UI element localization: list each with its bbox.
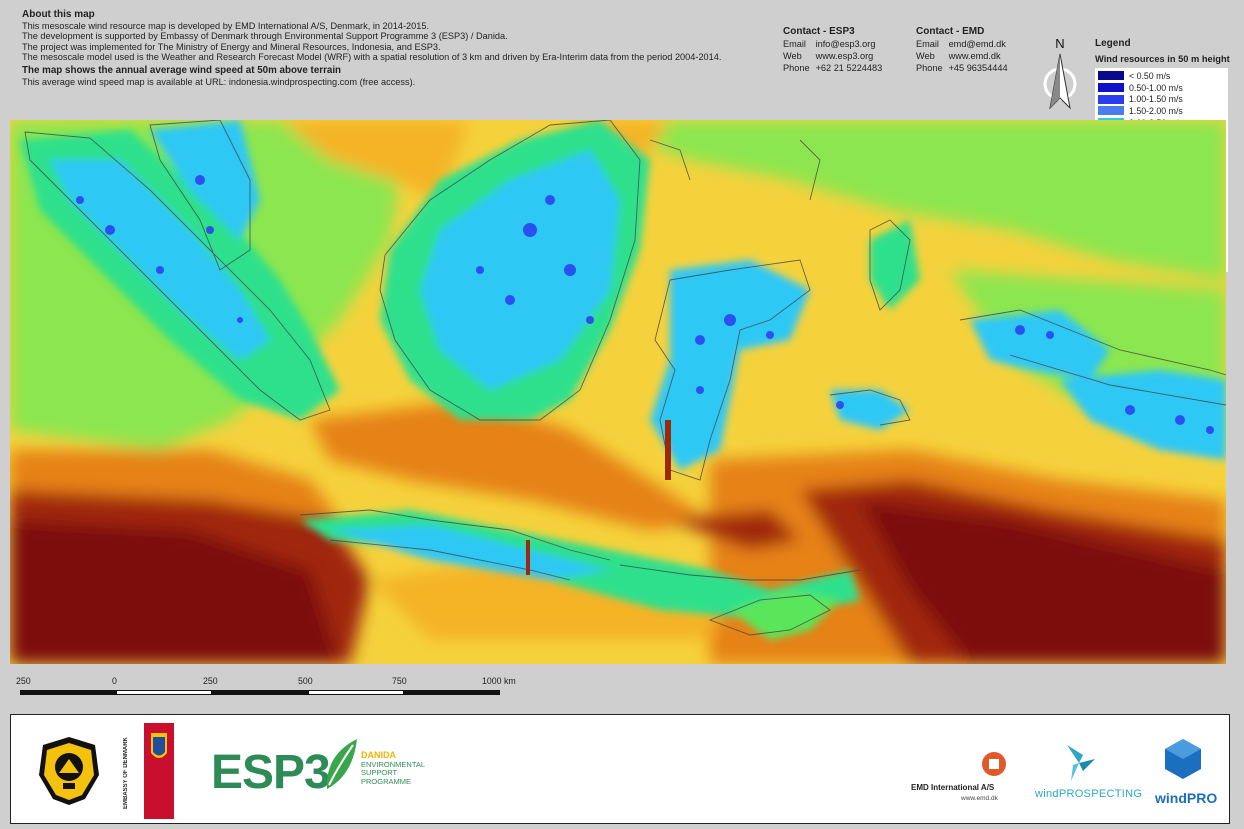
map-statement: The map shows the annual average wind sp…: [22, 64, 342, 76]
about-line: The development is supported by Embassy …: [22, 31, 508, 42]
about-line: The mesoscale model used is the Weather …: [22, 52, 722, 63]
url-line: This average wind speed map is available…: [22, 76, 416, 87]
scale-label: 250: [203, 676, 218, 686]
emd-phone: +45 96354444: [948, 63, 1008, 73]
embassy-of-denmark-logo: [144, 723, 174, 819]
emd-logo-url: www.emd.dk: [961, 795, 998, 802]
legend-title: Legend: [1095, 38, 1131, 49]
emd-logo-text: EMD International A/S: [911, 783, 995, 792]
windprospecting-logo-icon: [1067, 745, 1095, 781]
map-sheet: About this map This mesoscale wind resou…: [10, 9, 1232, 706]
esp3-phone: +62 21 5224483: [815, 63, 883, 73]
email-key: Email: [783, 39, 806, 49]
north-arrow-icon: N: [1043, 36, 1077, 110]
danida-sub: PROGRAMME: [361, 776, 412, 786]
legend-label: 1.50-2.00 m/s: [1129, 105, 1183, 116]
esp3-web: www.esp3.org: [815, 51, 874, 61]
scale-segment: [308, 690, 404, 695]
about-heading: About this map: [22, 9, 95, 20]
legend-label: < 0.50 m/s: [1129, 70, 1171, 81]
north-label: N: [1055, 36, 1064, 51]
legend-swatch: [1098, 71, 1124, 81]
phone-key: Phone: [916, 63, 943, 73]
web-key: Web: [916, 51, 935, 61]
scale-bar: 250 0 250 500 750 1000 km: [12, 676, 1232, 706]
scale-label: 750: [392, 676, 407, 686]
emd-web: www.emd.dk: [948, 51, 1001, 61]
esp3-email: info@esp3.org: [815, 39, 876, 49]
scale-segment: [404, 690, 500, 695]
legend-swatch: [1098, 106, 1124, 116]
scale-segment: [116, 690, 212, 695]
legend-item: < 0.50 m/s: [1098, 70, 1224, 82]
scale-label: 500: [298, 676, 313, 686]
contact-esp3: Contact - ESP3 Email info@esp3.org Web w…: [783, 26, 882, 74]
contact-emd-heading: Contact - EMD: [916, 26, 985, 37]
legend-swatch: [1098, 94, 1124, 104]
scale-segment: [20, 690, 116, 695]
windprospecting-logo-text: windPROSPECTING: [1035, 788, 1143, 800]
legend-swatch: [1098, 83, 1124, 93]
about-line: The project was implemented for The Mini…: [22, 41, 441, 52]
legend-label: 0.50-1.00 m/s: [1129, 82, 1183, 93]
contact-emd: Contact - EMD Email emd@emd.dk Web www.e…: [916, 26, 1008, 74]
legend-item: 0.50-1.00 m/s: [1098, 82, 1224, 94]
danida-label: DANIDA: [361, 750, 396, 760]
legend-item: 1.00-1.50 m/s: [1098, 93, 1224, 105]
windpro-logo-text: windPRO: [1155, 790, 1218, 806]
phone-key: Phone: [783, 63, 810, 73]
scale-label: 0: [112, 676, 117, 686]
scale-label: 1000 km: [482, 676, 516, 686]
embassy-text: EMBASSY OF DENMARK: [123, 737, 129, 809]
web-key: Web: [783, 51, 802, 61]
ministry-logo: [39, 737, 99, 805]
about-block: About this map This mesoscale wind resou…: [22, 9, 782, 87]
danida-sub: ENVIRONMENTAL: [361, 759, 426, 769]
danida-sub: SUPPORT: [361, 768, 398, 777]
danida-block: DANIDA ENVIRONMENTAL SUPPORT PROGRAMME: [361, 751, 425, 786]
emd-email: emd@emd.dk: [948, 39, 1006, 49]
wind-speed-map: [10, 120, 1226, 664]
legend-label: 1.00-1.50 m/s: [1129, 94, 1183, 105]
logo-strip: EMBASSY OF DENMARK ESP3 DANIDA ENVIRONME…: [10, 714, 1230, 824]
emd-logo-icon: [982, 752, 1006, 776]
scale-segment: [212, 690, 308, 695]
legend-item: 1.50-2.00 m/s: [1098, 105, 1224, 117]
scale-label: 250: [16, 676, 31, 686]
windpro-logo-icon: [1165, 739, 1201, 779]
legend-subtitle: Wind resources in 50 m height: [1095, 54, 1230, 64]
contact-esp3-heading: Contact - ESP3: [783, 26, 855, 37]
about-line: This mesoscale wind resource map is deve…: [22, 20, 430, 31]
esp3-leaf-icon: [326, 739, 357, 789]
email-key: Email: [916, 39, 939, 49]
esp3-logo-text: ESP3: [211, 746, 331, 799]
